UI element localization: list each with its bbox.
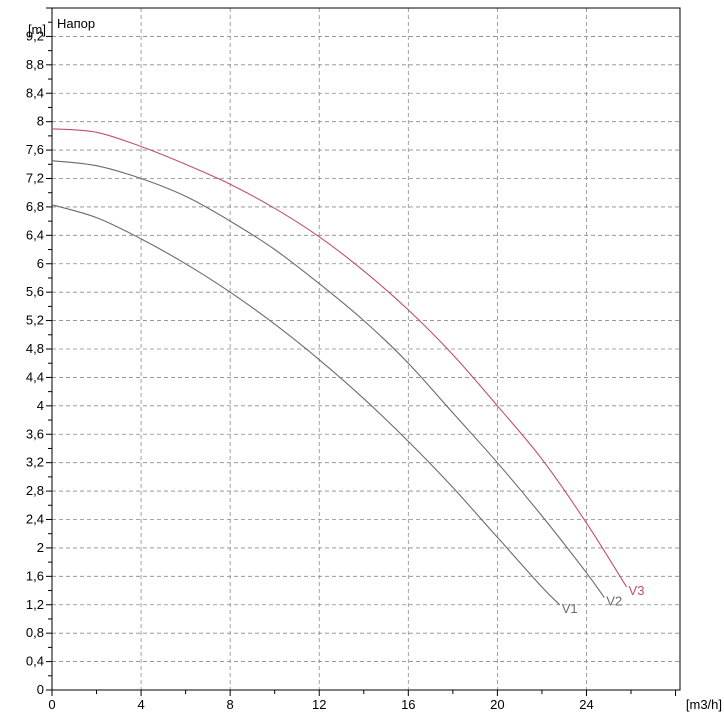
y-tick-label: 5,2 <box>26 313 44 328</box>
y-tick-label: 0,4 <box>26 654 44 669</box>
y-tick-label: 7,2 <box>26 171 44 186</box>
series-line-v3 <box>51 128 628 588</box>
series-group: V1 V2 V3 <box>51 128 645 616</box>
y-tick-label: 2,8 <box>26 483 44 498</box>
y-tick-label: 8,8 <box>26 57 44 72</box>
y-tick-label: 6,8 <box>26 199 44 214</box>
x-tick-label: 4 <box>137 697 144 712</box>
x-tick-label: 12 <box>312 697 326 712</box>
series-label-v2: V2 <box>606 594 622 609</box>
y-tick-label: 6 <box>37 256 44 271</box>
y-tick-label: 0,8 <box>26 625 44 640</box>
axis-ticks: 0 0,4 0,8 1,2 1,6 2 2,4 2,8 3,2 3,6 4 4,4 4,8 5,2 5,6 6… <box>26 7 677 712</box>
series-line-v2 <box>51 160 605 598</box>
y-tick-label: 1,6 <box>26 568 44 583</box>
y-tick-label: 2,4 <box>26 512 44 527</box>
y-tick-label: 0 <box>37 682 44 697</box>
y-tick-label: 5,6 <box>26 284 44 299</box>
x-tick-label: 16 <box>401 697 415 712</box>
x-tick-label: 24 <box>579 697 593 712</box>
y-tick-label: 3,6 <box>26 426 44 441</box>
y-tick-label: 1,2 <box>26 597 44 612</box>
x-tick-label: 8 <box>227 697 234 712</box>
y-tick-label: 4,4 <box>26 369 44 384</box>
x-axis-label: [m3/h] <box>686 697 722 712</box>
panel-label: Напор <box>57 16 95 31</box>
y-tick-label: 7,6 <box>26 142 44 157</box>
y-tick-label: 4 <box>37 398 44 413</box>
series-label-v1: V1 <box>562 601 578 616</box>
y-tick-label: 8,4 <box>26 85 44 100</box>
y-axis-label: [m] <box>28 22 46 37</box>
x-tick-label: 0 <box>48 697 55 712</box>
y-tick-label: 4,8 <box>26 341 44 356</box>
y-tick-label: 6,4 <box>26 227 44 242</box>
y-tick-label: 3,2 <box>26 455 44 470</box>
y-tick-label: 2 <box>37 540 44 555</box>
y-tick-label: 9,2 <box>26 28 44 43</box>
y-tick-label: 8 <box>37 114 44 129</box>
series-label-v3: V3 <box>629 583 645 598</box>
x-tick-label: 20 <box>490 697 504 712</box>
series-line-v1 <box>51 204 561 606</box>
grid <box>52 8 680 690</box>
